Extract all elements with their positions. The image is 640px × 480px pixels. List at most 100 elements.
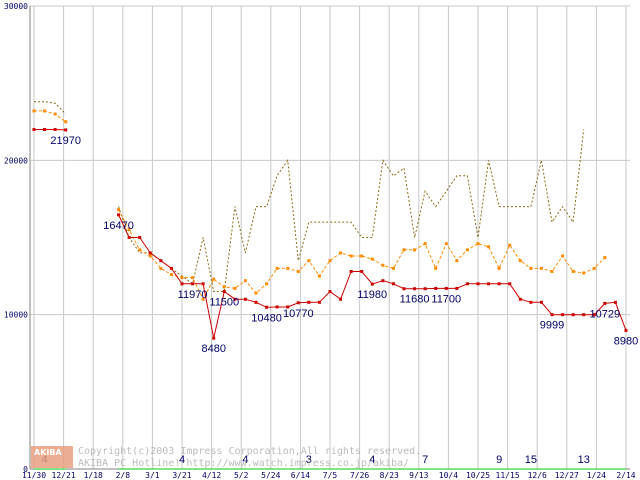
- point-min: [381, 279, 385, 283]
- point-average: [561, 254, 565, 258]
- point-min: [43, 127, 47, 131]
- point-average: [286, 266, 290, 270]
- price-data-label: 11500: [209, 297, 239, 309]
- point-average: [487, 245, 491, 249]
- point-min: [613, 300, 617, 304]
- y-axis: 0 10000 20000 30000: [4, 2, 31, 474]
- x-tick-label: 11/15: [496, 471, 520, 480]
- point-min: [455, 286, 459, 290]
- point-min: [275, 305, 279, 309]
- x-tick-label: 8/23: [380, 471, 399, 480]
- point-min: [391, 282, 395, 286]
- point-average: [53, 112, 57, 116]
- copyright-line-1: Copyright(c)2003 Impress Corporation,All…: [78, 446, 421, 457]
- point-min: [117, 213, 121, 217]
- price-data-label: 11680: [400, 294, 430, 306]
- point-min: [265, 305, 269, 309]
- x-tick-label: 5/24: [261, 471, 280, 480]
- point-average: [43, 109, 47, 113]
- point-average: [296, 269, 300, 273]
- point-average: [518, 259, 522, 263]
- point-min: [328, 290, 332, 294]
- point-average: [117, 208, 121, 212]
- point-min: [360, 269, 364, 273]
- point-min: [286, 305, 290, 309]
- point-average: [529, 266, 533, 270]
- point-average: [476, 242, 480, 246]
- x-tick-label: 10/4: [439, 471, 458, 480]
- point-min: [32, 127, 36, 131]
- point-min: [349, 269, 353, 273]
- point-min: [423, 287, 427, 291]
- y-tick-label: 20000: [4, 156, 28, 165]
- point-min: [307, 300, 311, 304]
- point-average: [349, 254, 353, 258]
- x-tick-label: 12/21: [52, 471, 76, 480]
- point-min: [582, 313, 586, 317]
- x-tick-label: 7/26: [350, 471, 369, 480]
- akiba-logo-box: [31, 446, 73, 468]
- x-tick-label: 2/14: [616, 471, 635, 480]
- point-average: [212, 277, 216, 281]
- point-min: [148, 251, 152, 255]
- point-average: [508, 243, 512, 247]
- akiba-logo-text: AKIBA: [34, 448, 62, 457]
- shop-count-label: 3: [306, 454, 312, 466]
- point-average: [307, 259, 311, 263]
- point-min: [64, 128, 68, 132]
- point-average: [571, 269, 575, 273]
- price-data-label: 11700: [431, 293, 461, 305]
- point-average: [603, 256, 607, 260]
- shop-count-label: 4: [369, 454, 375, 466]
- data-labels: 21970 16470 11970 8480 11500 10480 10770 11980 1…: [42, 135, 639, 466]
- shop-count-label: 9: [496, 454, 502, 466]
- point-min: [508, 282, 512, 286]
- x-tick-label: 7/5: [323, 471, 338, 480]
- point-min: [138, 236, 142, 239]
- point-average: [159, 266, 163, 270]
- point-average: [497, 266, 501, 270]
- point-min: [413, 287, 417, 291]
- point-min: [191, 282, 195, 286]
- point-min: [571, 313, 575, 317]
- point-average: [592, 266, 596, 270]
- price-data-label: 10480: [251, 312, 282, 324]
- point-min: [127, 236, 131, 239]
- point-min: [434, 286, 438, 290]
- copyright-watermark: AKIBA Copyright(c)2003 Impress Corporati…: [31, 446, 421, 469]
- point-min: [222, 290, 226, 294]
- point-average: [254, 291, 258, 295]
- point-average: [138, 248, 142, 252]
- y-tick-label: 0: [23, 465, 28, 474]
- point-average: [423, 242, 427, 246]
- point-average: [539, 266, 543, 270]
- y-tick-label: 30000: [4, 2, 28, 11]
- series-lines: [32, 101, 628, 470]
- point-average: [391, 266, 395, 270]
- price-data-label: 9999: [540, 320, 564, 332]
- point-average: [360, 254, 364, 258]
- point-min: [402, 287, 406, 291]
- shop-count-label: 13: [578, 454, 590, 466]
- point-average: [64, 120, 68, 124]
- point-min: [212, 336, 216, 340]
- x-tick-label: 12/27: [555, 471, 579, 480]
- point-min: [370, 282, 374, 286]
- shop-count-label: 4: [179, 454, 185, 466]
- point-average: [148, 254, 152, 258]
- copyright-line-2: AKIBA PC Hotline! http://www.watch.impre…: [78, 458, 409, 469]
- x-tick-label: 11/30: [22, 471, 46, 480]
- x-tick-label: 10/25: [466, 471, 490, 480]
- point-min: [592, 313, 596, 317]
- point-average: [201, 297, 205, 301]
- point-min: [444, 286, 448, 290]
- price-data-label: 10729: [590, 308, 621, 320]
- price-data-label: 16470: [103, 220, 134, 232]
- point-average: [444, 242, 448, 246]
- point-average: [275, 266, 279, 270]
- point-min: [497, 282, 501, 286]
- x-tick-label: 2/8: [116, 471, 131, 480]
- point-average: [317, 274, 321, 278]
- point-average: [32, 109, 36, 113]
